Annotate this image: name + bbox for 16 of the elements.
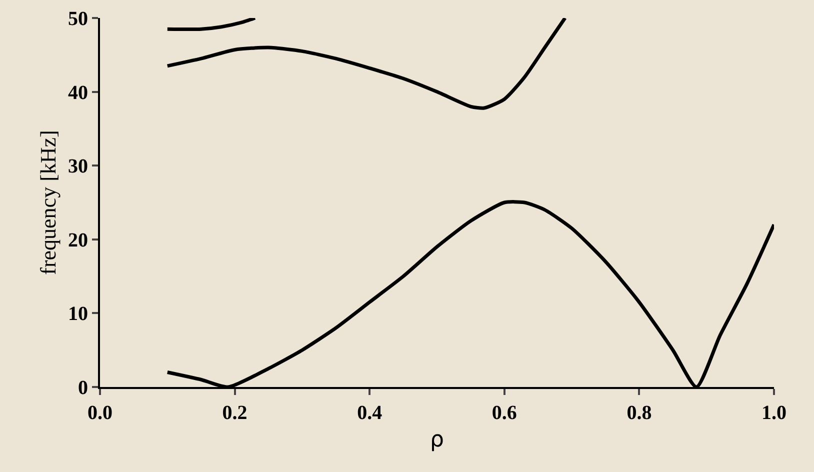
y-tick-label: 10	[68, 303, 88, 326]
x-axis-title: ρ	[430, 427, 444, 452]
x-tick-label: 0.6	[492, 402, 517, 424]
x-tick-label: 0.4	[357, 402, 382, 424]
y-tick-label: 0	[78, 377, 88, 399]
line-series	[166, 18, 257, 31]
y-tick-label: 30	[68, 156, 88, 178]
line-series	[166, 18, 567, 110]
y-tick-label: 20	[68, 229, 88, 252]
x-tick-label: 0.2	[222, 402, 248, 424]
y-tick-label: 50	[68, 8, 88, 30]
x-tick-label: 0.8	[626, 402, 652, 424]
x-tick-label: 1.0	[762, 402, 786, 424]
y-tick-label: 40	[68, 82, 88, 104]
y-axis-title: frequency [kHz]	[35, 130, 60, 275]
x-tick-label: 0.0	[88, 402, 112, 424]
